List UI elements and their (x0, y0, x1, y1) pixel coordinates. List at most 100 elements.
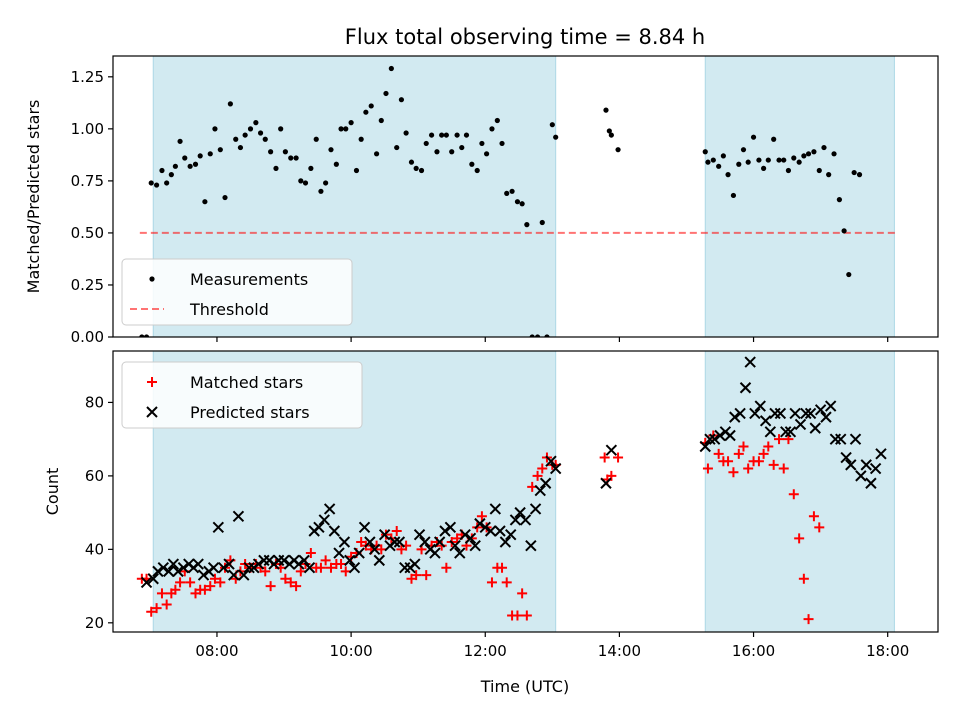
predicted-stars-point (845, 459, 857, 471)
bottom-y-tick-label: 60 (85, 467, 104, 485)
measurement-point (750, 134, 757, 140)
measurement-point (816, 167, 822, 174)
legend-measurements-marker (149, 276, 155, 282)
predicted-stars-point (600, 477, 612, 489)
matched-stars-point (512, 610, 523, 621)
matched-stars-point (391, 525, 402, 536)
matched-stars-point (733, 448, 744, 459)
matched-stars-point (486, 577, 497, 588)
predicted-stars-point (449, 539, 461, 552)
bottom-legend-box (121, 361, 363, 429)
measurement-point (791, 155, 797, 161)
matched-stars-point (441, 562, 452, 573)
measurement-point (846, 271, 852, 278)
predicted-stars-point (293, 558, 305, 570)
predicted-stars-point (519, 514, 532, 526)
predicted-stars-point (509, 514, 522, 526)
predicted-stars-point (754, 400, 766, 412)
measurement-point (217, 147, 223, 153)
measurement-point (313, 136, 319, 142)
predicted-stars-point (539, 477, 552, 489)
predicted-stars-point (212, 521, 225, 534)
measurement-point (212, 126, 218, 132)
x-tick-label: 08:00 (195, 642, 238, 660)
measurement-point (328, 147, 334, 153)
predicted-stars-point (729, 411, 741, 423)
matched-stars-point (215, 577, 226, 588)
matched-stars-point (205, 581, 216, 592)
measurement-point (153, 182, 160, 188)
matched-stars-point (320, 555, 331, 566)
predicted-stars-point (303, 562, 316, 574)
measurement-point (606, 128, 612, 134)
matched-stars-point (305, 548, 316, 559)
predicted-stars-point (534, 484, 546, 497)
top-y-tick-label: 0.50 (71, 224, 104, 242)
matched-stars-point (376, 544, 387, 555)
predicted-stars-point (855, 470, 867, 482)
legend-predicted-marker (146, 406, 158, 418)
bottom-shaded-interval-1 (704, 350, 895, 633)
top-axes-frame (112, 55, 939, 338)
measurement-point (821, 144, 827, 151)
measurement-point (443, 132, 449, 138)
bottom-legend: Matched stars Predicted stars (121, 361, 363, 429)
measurement-point (298, 178, 304, 184)
predicted-stars-point (780, 426, 792, 438)
measurement-point (434, 149, 440, 155)
measurement-point (177, 138, 183, 144)
matched-stars-point (599, 452, 610, 463)
predicted-stars-point (784, 426, 797, 438)
measurement-point (388, 65, 394, 72)
measurement-point (454, 132, 460, 138)
predicted-stars-point (479, 521, 491, 534)
predicted-stars-point (865, 477, 877, 489)
matched-stars-point (758, 448, 769, 459)
measurement-point (463, 132, 470, 138)
matched-stars-point (280, 573, 291, 584)
measurement-point (148, 180, 154, 186)
matched-stars-point (778, 463, 789, 474)
predicted-stars-point (469, 539, 481, 552)
measurement-point (534, 334, 541, 337)
measurement-point (826, 172, 832, 178)
measurement-point (253, 120, 259, 126)
matched-stars-point (794, 533, 805, 544)
matched-stars-point (156, 588, 167, 599)
x-axis-label: Time (UTC) (480, 677, 569, 696)
matched-stars-point (209, 573, 220, 584)
measurement-point (207, 151, 213, 157)
predicted-stars-point (699, 440, 711, 453)
measurement-point (164, 180, 170, 186)
measurement-point (197, 153, 203, 159)
measurement-point (459, 144, 465, 151)
predicted-stars-point (413, 528, 426, 541)
measurement-point (273, 165, 279, 171)
predicted-stars-point (549, 462, 562, 475)
predicted-stars-point (794, 418, 807, 431)
top-series-0 (139, 65, 863, 337)
matched-stars-point (295, 566, 306, 577)
predicted-stars-point (358, 521, 371, 534)
predicted-stars-point (464, 532, 477, 545)
bottom-y-axis-label: Count (43, 468, 62, 516)
measurement-point (288, 155, 294, 161)
measurement-point (720, 153, 726, 159)
predicted-stars-point (140, 576, 153, 589)
measurement-point (524, 222, 530, 228)
predicted-stars-point (840, 451, 852, 464)
measurement-point (333, 161, 339, 167)
matched-stars-point (325, 562, 336, 573)
matched-stars-point (476, 511, 487, 522)
measurement-point (323, 180, 329, 186)
predicted-stars-point (809, 422, 821, 434)
top-legend: Measurements Threshold (121, 258, 353, 326)
predicted-stars-point (860, 459, 872, 471)
measurement-point (308, 165, 314, 171)
predicted-stars-point (875, 448, 887, 460)
bottom-panel: 20 40 60 80 08:00 10:00 12:00 14:00 16:00 18:00 Co… (43, 350, 939, 660)
measurement-point (182, 155, 188, 161)
predicted-stars-point (333, 547, 345, 559)
matched-stars-point (743, 463, 754, 474)
predicted-stars-point (494, 525, 506, 537)
